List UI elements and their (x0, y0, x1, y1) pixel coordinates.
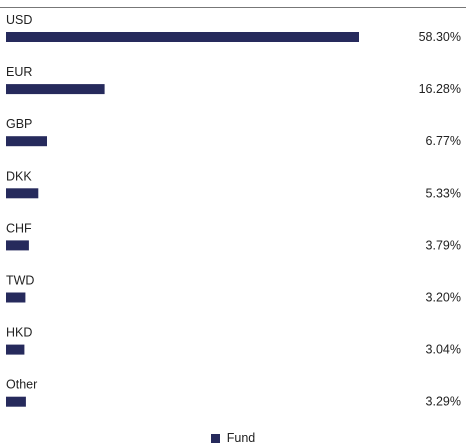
legend-swatch (210, 433, 220, 443)
bar (6, 396, 26, 407)
category-label: Other (6, 378, 37, 392)
value-label: 6.77% (426, 134, 461, 148)
value-label: 16.28% (419, 82, 461, 96)
category-label: GBP (6, 117, 32, 131)
value-label: 3.20% (426, 291, 461, 305)
category-label: TWD (6, 274, 34, 288)
legend: Fund (0, 430, 466, 446)
value-label: 3.79% (426, 238, 461, 252)
value-label: 3.29% (426, 395, 461, 409)
category-label: EUR (6, 65, 32, 79)
currency-bar-chart: USD 58.30% EUR 16.28% GBP 6.77% DKK 5.33% CHF 3.7… (0, 7, 466, 409)
value-label: 58.30% (419, 30, 461, 44)
bar (6, 136, 47, 147)
bar (6, 188, 39, 199)
bar (6, 240, 29, 251)
legend-label: Fund (226, 431, 256, 445)
value-label: 5.33% (426, 186, 461, 200)
category-label: DKK (6, 169, 32, 183)
bar (6, 32, 359, 42)
bar (6, 84, 105, 95)
value-label: 3.04% (426, 343, 461, 357)
category-label: USD (6, 13, 32, 27)
category-label: CHF (6, 221, 32, 235)
bar (6, 344, 25, 355)
bars-layer: USD 58.30% EUR 16.28% GBP 6.77% DKK 5.33% CHF 3.7… (6, 13, 461, 409)
category-label: HKD (6, 326, 32, 340)
bar (6, 292, 26, 303)
